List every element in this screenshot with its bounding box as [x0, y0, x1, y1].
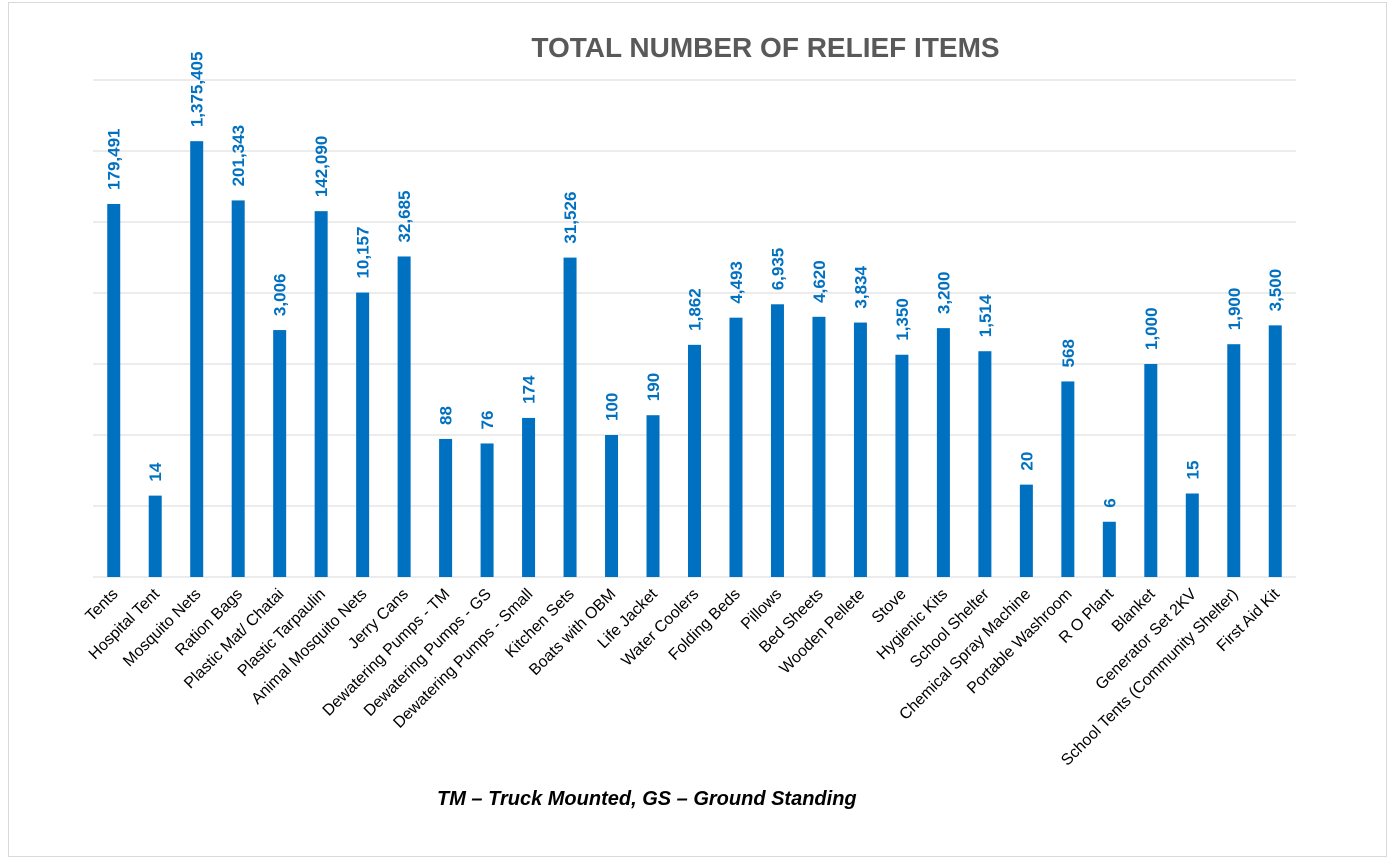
bar [978, 351, 992, 577]
bar [1268, 325, 1282, 577]
chart-footnote: TM – Truck Mounted, GS – Ground Standing [437, 788, 857, 810]
data-label: 76 [478, 411, 497, 430]
data-label: 6,935 [768, 248, 787, 291]
data-label: 174 [520, 375, 539, 404]
bar [1102, 521, 1116, 577]
chart-title: TOTAL NUMBER OF RELIEF ITEMS [531, 32, 1000, 63]
data-label: 1,375,405 [188, 52, 207, 128]
data-label: 20 [1017, 452, 1036, 471]
bar [605, 435, 619, 577]
bar [273, 330, 287, 577]
bar [853, 322, 867, 577]
data-label: 100 [603, 393, 622, 421]
category-label: Tents [83, 586, 122, 625]
bar [1144, 364, 1158, 577]
data-label: 179,491 [105, 129, 124, 190]
bar [1227, 344, 1241, 577]
data-label: 3,500 [1266, 269, 1285, 312]
data-label: 201,343 [229, 125, 248, 186]
data-label: 1,900 [1225, 288, 1244, 331]
bar [190, 141, 204, 577]
data-label: 3,200 [934, 272, 953, 315]
data-label: 14 [146, 462, 165, 481]
data-label: 10,157 [354, 227, 373, 279]
bar [563, 257, 577, 577]
data-label: 4,493 [727, 261, 746, 304]
data-label: 1,862 [686, 288, 705, 331]
bar [480, 443, 494, 577]
data-label: 3,834 [851, 265, 870, 308]
bar [1019, 484, 1033, 577]
data-label: 6 [1100, 498, 1119, 507]
bar [314, 211, 328, 578]
data-label: 15 [1183, 461, 1202, 480]
bar [936, 328, 950, 577]
bar [1061, 381, 1075, 577]
bar [688, 344, 701, 577]
data-label: 4,620 [810, 260, 829, 303]
data-label: 3,006 [271, 274, 290, 317]
bar [107, 203, 121, 578]
bar [522, 417, 536, 577]
bar [770, 304, 784, 577]
data-label: 31,526 [561, 192, 580, 244]
bar [895, 354, 909, 577]
bar [231, 200, 245, 577]
data-label: 568 [1059, 339, 1078, 367]
bar [397, 256, 411, 577]
data-label: 32,685 [395, 190, 414, 242]
bar [1185, 493, 1199, 577]
bar [148, 495, 162, 577]
bar [439, 438, 453, 577]
data-label: 190 [644, 373, 663, 401]
data-label: 88 [437, 406, 456, 425]
bar [729, 317, 743, 577]
data-label: 1,514 [976, 294, 995, 337]
bar [646, 415, 660, 577]
bar [812, 316, 826, 577]
data-label: 142,090 [312, 136, 331, 197]
data-label: 1,350 [893, 298, 912, 341]
bar [356, 292, 370, 577]
data-label: 1,000 [1142, 307, 1161, 350]
